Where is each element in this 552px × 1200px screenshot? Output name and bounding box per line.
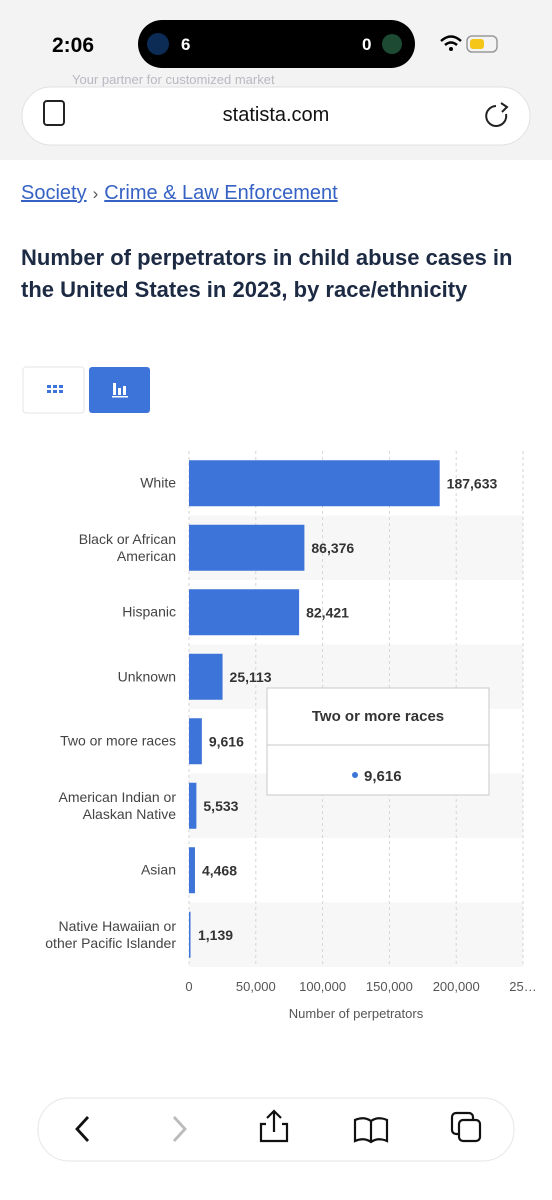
value-label: 5,533: [203, 798, 238, 814]
breadcrumb: Society › Crime & Law Enforcement: [21, 182, 338, 205]
tabs-button[interactable]: [457, 1118, 482, 1143]
table-icon: [47, 385, 63, 393]
bar: [189, 589, 300, 636]
breadcrumb-link[interactable]: Society: [21, 182, 87, 204]
y-tick-label: American Indian or Alaskan Native: [58, 788, 176, 822]
tooltip-box: [266, 687, 490, 796]
tooltip: Two or more races 9,616: [266, 687, 490, 796]
bar: [189, 782, 197, 829]
wifi-icon: [440, 35, 462, 47]
forward-button[interactable]: [172, 1116, 187, 1142]
bar: [189, 911, 191, 958]
chart-title: Number of perpetrators in child abuse ca…: [21, 245, 513, 302]
battery: [466, 35, 498, 53]
wifi-icon: [449, 47, 453, 51]
y-tick-label: Native Hawaiian or other Pacific Islande…: [45, 917, 176, 951]
x-tick-label: 50,000: [236, 979, 276, 994]
chart-icon: [112, 383, 128, 398]
value-label: 82,421: [306, 604, 349, 620]
reader-icon[interactable]: [43, 100, 65, 126]
x-tick-label: 25…: [509, 979, 536, 994]
x-axis-label: Number of perpetrators: [289, 1006, 424, 1021]
bar: [189, 653, 223, 700]
battery-level: [470, 39, 484, 49]
score: 6: [181, 35, 190, 54]
url-bar[interactable]: [21, 86, 531, 146]
tooltip-title: Two or more races: [312, 708, 444, 725]
bar: [189, 524, 305, 571]
value-label: 1,139: [198, 927, 233, 943]
bar: [189, 718, 202, 765]
x-tick-label: 150,000: [366, 979, 413, 994]
value-label: 4,468: [202, 862, 237, 878]
value-label: 86,376: [311, 540, 354, 556]
back-button[interactable]: [75, 1116, 90, 1142]
bar: [189, 847, 195, 894]
x-tick-label: 200,000: [433, 979, 480, 994]
x-tick-label: 100,000: [299, 979, 346, 994]
tooltip-marker: [352, 772, 358, 778]
y-tick-label: Asian: [140, 861, 176, 878]
value-label: 9,616: [209, 733, 244, 749]
team-logo: [382, 34, 402, 54]
value-label: 25,113: [230, 669, 272, 685]
ad-text: Your partner for customized market: [72, 72, 275, 87]
y-tick-label: Hispanic: [122, 603, 176, 620]
url: statista.com: [222, 104, 330, 126]
tooltip-value: 9,616: [364, 768, 402, 785]
y-tick-label: White: [140, 474, 176, 491]
reload-icon[interactable]: [485, 102, 509, 127]
y-tick-label: Black or African American: [78, 530, 176, 564]
dynamic-island: [138, 20, 415, 68]
value-label: 187,633: [447, 475, 498, 491]
toolbar: [37, 1097, 515, 1162]
breadcrumb-link[interactable]: Crime & Law Enforcement: [104, 182, 338, 204]
y-tick-label: Unknown: [117, 668, 176, 685]
bookmarks-button[interactable]: [353, 1117, 389, 1144]
row-stripe: [189, 902, 523, 967]
breadcrumb-separator: ›: [92, 184, 99, 203]
team-logo: [147, 33, 169, 55]
clock: 2:06: [52, 34, 95, 57]
bar: [189, 460, 440, 507]
y-tick-label: Two or more races: [60, 732, 176, 749]
x-tick-label: 0: [185, 979, 192, 994]
share-button[interactable]: [259, 1109, 289, 1143]
score: 0: [362, 35, 371, 54]
